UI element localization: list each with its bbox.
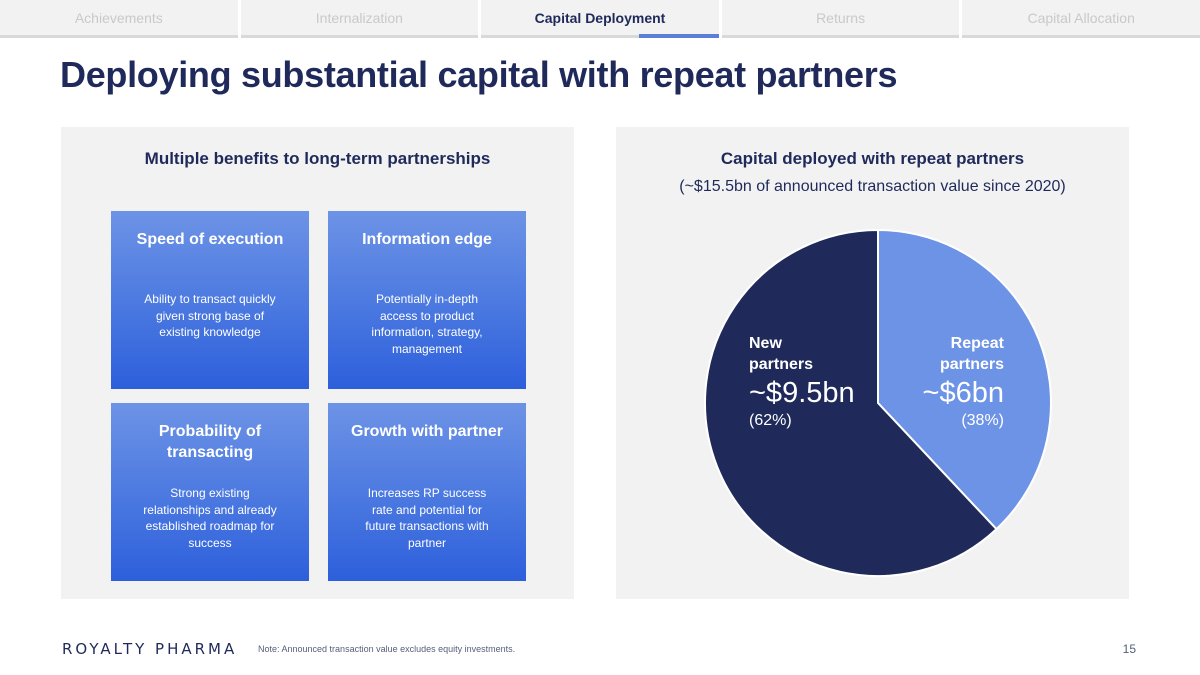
pie-label-percent: (38%) <box>961 412 1004 429</box>
pie-svg <box>704 228 1053 577</box>
benefit-card-title: Information edge <box>362 231 492 248</box>
pie-label-new: New partners ~$9.5bn (62%) <box>749 333 855 431</box>
section-tabs: Achievements Internalization Capital Dep… <box>0 0 1200 38</box>
pie-slice-repeat-partners <box>877 228 1053 531</box>
pie-label-value: ~$6bn <box>922 377 1004 409</box>
pie-slice-new-partners <box>704 228 998 577</box>
benefit-card-title: Growth with partner <box>351 423 503 440</box>
benefits-heading: Multiple benefits to long-term partnersh… <box>144 149 491 168</box>
page-title: Deploying substantial capital with repea… <box>60 54 898 95</box>
benefit-card-information: Information edge Potentially in-depth ac… <box>328 211 526 389</box>
footer-note: Note: Announced transaction value exclud… <box>258 644 516 654</box>
benefit-card-body: Potentially in-depth access to product i… <box>371 292 483 356</box>
benefit-card-growth: Growth with partner Increases RP success… <box>328 403 526 581</box>
pie-label-repeat: Repeat partners ~$6bn (38%) <box>904 333 1004 431</box>
benefits-panel: Multiple benefits to long-term partnersh… <box>61 127 574 599</box>
tab-capital-allocation[interactable]: Capital Allocation <box>962 0 1200 38</box>
tab-returns[interactable]: Returns <box>721 0 960 38</box>
capital-pie-chart <box>703 228 1053 578</box>
benefit-card-body: Increases RP success rate and potential … <box>365 486 489 550</box>
benefit-card-title: Speed of execution <box>136 231 284 248</box>
capital-subheading: (~$15.5bn of announced transaction value… <box>679 178 1066 195</box>
benefit-card-body: Ability to transact quickly given strong… <box>144 292 276 339</box>
royalty-pharma-logo: ROYALTY PHARMA <box>62 640 238 658</box>
capital-heading: Capital deployed with repeat partners <box>720 149 1025 168</box>
pie-label-value: ~$9.5bn <box>749 377 855 409</box>
pie-label-name: New partners <box>749 335 814 373</box>
pie-label-name: Repeat partners <box>939 335 1004 373</box>
pie-label-percent: (62%) <box>749 412 792 429</box>
benefit-card-body: Strong existing relationships and alread… <box>143 486 277 550</box>
tab-capital-deployment[interactable]: Capital Deployment <box>481 0 719 38</box>
page-number: 15 <box>1122 642 1136 656</box>
tab-achievements[interactable]: Achievements <box>0 0 238 38</box>
benefit-card-probability: Probability of transacting Strong existi… <box>111 403 309 581</box>
benefit-card-title: Probability of transacting <box>158 423 262 461</box>
benefit-card-speed: Speed of execution Ability to transact q… <box>111 211 309 389</box>
tab-internalization[interactable]: Internalization <box>240 0 479 38</box>
